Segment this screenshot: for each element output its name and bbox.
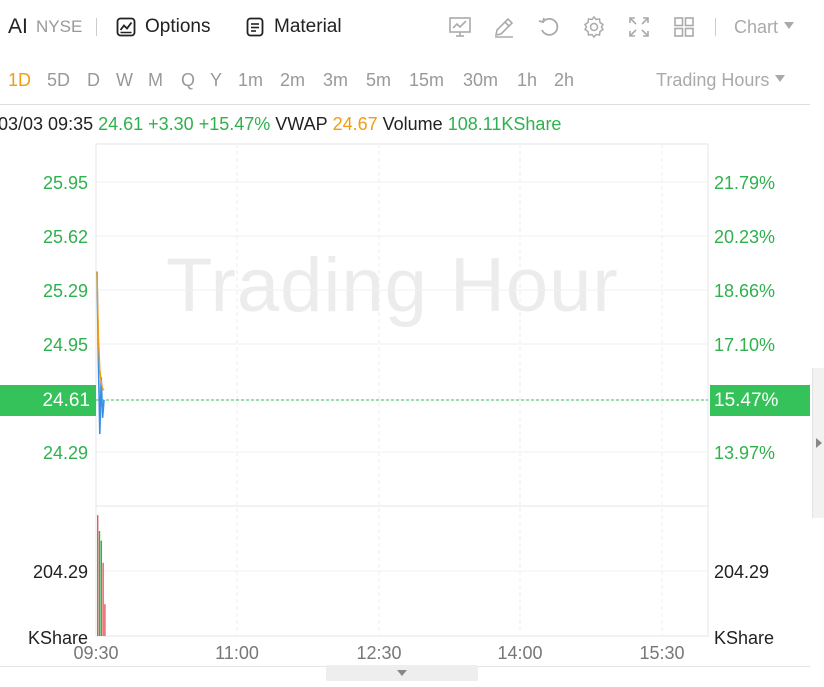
pencil-icon[interactable]: [490, 13, 518, 41]
price-axis-label-left: 25.29: [43, 281, 88, 301]
options-label: Options: [145, 16, 211, 37]
period-2m[interactable]: 2m: [280, 69, 306, 90]
price-axis-label-left: 24.95: [43, 335, 88, 355]
time-axis-label: 14:00: [497, 643, 542, 663]
period-1d[interactable]: 1D: [8, 69, 32, 90]
gear-icon[interactable]: [580, 13, 608, 41]
volume-bar: [102, 562, 104, 636]
header-divider: [0, 104, 810, 105]
exchange-label: NYSE: [36, 17, 83, 36]
trend-chart-icon[interactable]: [446, 13, 474, 41]
volume-bar: [104, 604, 106, 636]
period-w[interactable]: W: [116, 69, 133, 90]
time-axis-label: 09:30: [73, 643, 118, 663]
grid-layout-icon[interactable]: [670, 13, 698, 41]
quote-info-line: 03/03 09:35 24.61 +3.30 +15.47% VWAP 24.…: [0, 110, 561, 138]
toolbar-separator: [96, 18, 97, 36]
pct-axis-label-right: 20.23%: [714, 227, 775, 247]
quote-change: +3.30: [148, 113, 194, 134]
pct-axis-label-right: 18.66%: [714, 281, 775, 301]
pct-axis-label-right: 21.79%: [714, 173, 775, 193]
time-axis-label: 11:00: [215, 643, 259, 663]
period-2h[interactable]: 2h: [554, 69, 575, 90]
symbol-label[interactable]: AI: [8, 15, 28, 38]
volume-value: 108.11KShare: [447, 113, 562, 134]
chevron-down-icon: [775, 74, 786, 82]
material-button[interactable]: Material: [246, 0, 342, 54]
side-panel-handle[interactable]: [812, 368, 824, 518]
current-pct-tag: 15.47%: [710, 385, 810, 416]
period-30m[interactable]: 30m: [463, 69, 499, 90]
volume-axis-label-left: 204.29: [33, 562, 88, 582]
period-3m[interactable]: 3m: [323, 69, 349, 90]
volume-bar: [100, 540, 102, 636]
quote-datetime: 03/03 09:35: [0, 113, 94, 134]
time-axis-label: 12:30: [356, 643, 401, 663]
period-5m[interactable]: 5m: [366, 69, 392, 90]
period-1h[interactable]: 1h: [517, 69, 538, 90]
volume-axis-label-right: 204.29: [714, 562, 769, 582]
volume-bar: [97, 515, 99, 636]
period-toolbar: 1D 5D D W M Q Y 1m 2m 3m 5m 15m 30m 1h 2h Trading Hour…: [0, 54, 824, 106]
document-icon: [246, 17, 264, 37]
volume-bar: [98, 531, 101, 636]
toolbar-separator: [715, 18, 716, 36]
material-label: Material: [274, 16, 342, 37]
chart-type-dropdown[interactable]: Chart: [734, 0, 795, 54]
period-y[interactable]: Y: [210, 69, 223, 90]
trading-hours-label: Trading Hours: [656, 69, 770, 90]
price-axis-label-left: 25.95: [43, 173, 88, 193]
pct-axis-label-right: 13.97%: [714, 443, 775, 463]
chart-watermark: Trading Hour: [166, 243, 619, 328]
chart-type-label: Chart: [734, 16, 779, 37]
plot-frame: [95, 143, 709, 637]
refresh-icon[interactable]: [535, 13, 563, 41]
vwap-label: VWAP: [275, 113, 328, 134]
options-chart-icon: [116, 17, 136, 37]
volume-axis-label-left: KShare: [28, 628, 88, 648]
period-d[interactable]: D: [87, 69, 100, 90]
time-axis-label: 15:30: [639, 643, 684, 663]
vwap-line: [96, 271, 105, 391]
quote-price: 24.61: [98, 113, 144, 134]
period-15m[interactable]: 15m: [409, 69, 445, 90]
period-m[interactable]: M: [148, 69, 163, 90]
period-q[interactable]: Q: [181, 69, 196, 90]
top-toolbar: AI NYSE Options Material Ch: [0, 0, 824, 54]
trading-hours-dropdown[interactable]: Trading Hours: [656, 54, 786, 106]
period-1m[interactable]: 1m: [238, 69, 264, 90]
price-axis-label-left: 24.29: [43, 443, 88, 463]
period-5d[interactable]: 5D: [47, 69, 71, 90]
pct-axis-label-right: 17.10%: [714, 335, 775, 355]
chevron-down-icon: [784, 21, 795, 29]
options-button[interactable]: Options: [116, 0, 210, 54]
chevron-right-icon: [816, 438, 822, 448]
bottom-panel-handle[interactable]: [326, 665, 478, 681]
fullscreen-icon[interactable]: [625, 13, 653, 41]
quote-change-pct: +15.47%: [198, 113, 271, 134]
volume-label: Volume: [382, 113, 443, 134]
intraday-chart[interactable]: 25.95 25.62 25.29 24.95 24.29 21.79% 20.23% 18.…: [0, 140, 812, 665]
current-price-tag: 24.61: [0, 385, 96, 416]
chevron-down-icon: [397, 670, 407, 676]
volume-axis-label-right: KShare: [714, 628, 774, 648]
price-axis-label-left: 25.62: [43, 227, 88, 247]
vwap-value: 24.67: [332, 113, 378, 134]
